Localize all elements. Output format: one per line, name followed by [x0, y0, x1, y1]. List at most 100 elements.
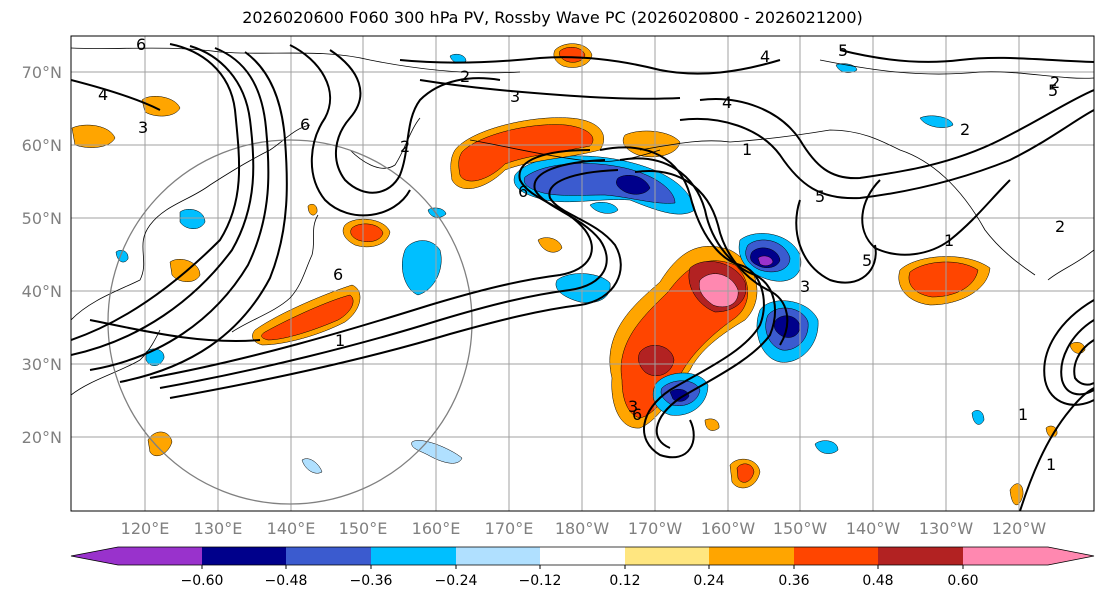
coastline-asia [71, 124, 311, 321]
positive-anomaly [622, 130, 681, 158]
latitude-labels: 20°N 30°N 40°N 50°N 60°N 70°N [22, 63, 62, 447]
positive-anomaly [141, 96, 181, 117]
negative-anomaly [919, 115, 954, 128]
pv-contour [399, 56, 781, 75]
contour-label: 2 [1055, 217, 1065, 236]
longitude-labels: 120°E 130°E 140°E 150°E 160°E 170°E 180°… [121, 519, 1047, 538]
negative-anomaly [589, 202, 619, 214]
lon-label: 170°E [485, 519, 534, 538]
contour-label: 4 [760, 47, 770, 66]
positive-anomaly [736, 463, 755, 483]
lon-label: 120°E [121, 519, 170, 538]
pv-contour [89, 319, 261, 342]
coastline-kamchatka [349, 117, 421, 169]
contour-label: 1 [335, 331, 345, 350]
positive-anomaly [704, 418, 720, 431]
contour-label: 2 [400, 137, 410, 156]
positive-anomaly [71, 124, 116, 148]
lon-label: 170°W [628, 519, 683, 538]
positive-anomaly [537, 237, 563, 253]
lat-label: 40°N [22, 282, 62, 301]
coastline-alaska [639, 129, 1036, 276]
contour-label: 3 [138, 118, 148, 137]
contour-label: 5 [862, 251, 872, 270]
contour-label: 5 [815, 187, 825, 206]
negative-anomaly [449, 53, 467, 64]
coastline-china [71, 329, 161, 396]
contour-label: 6 [632, 405, 642, 424]
pv-contour [1019, 387, 1094, 511]
map-frame [70, 35, 1095, 512]
pv-contour [839, 49, 1094, 63]
coastline-north-america [1047, 249, 1094, 281]
negative-anomaly [427, 207, 447, 218]
pv-contour [619, 157, 776, 449]
pv-contour [634, 170, 789, 346]
lon-label: 180°W [555, 519, 610, 538]
colorbar-tick-label: −0.60 [181, 573, 224, 589]
lon-label: 120°W [992, 519, 1047, 538]
contour-label: 1 [742, 140, 752, 159]
contour-label: 2 [960, 120, 970, 139]
contour-label: 3 [628, 397, 638, 416]
pv-contour [329, 49, 501, 194]
colorbar-bin [371, 547, 456, 565]
pv-contours [71, 43, 1094, 511]
lon-label: 150°W [773, 519, 828, 538]
contour-label: 4 [722, 93, 732, 112]
coastline-arctic [71, 47, 521, 74]
negative-anomaly [402, 240, 442, 296]
lon-label: 160°E [412, 519, 461, 538]
negative-anomaly [757, 255, 774, 266]
pv-contour [71, 43, 241, 341]
colorbar-tick-label: 0.36 [778, 573, 809, 589]
coastlines [71, 47, 1094, 396]
lat-label: 60°N [22, 136, 62, 155]
pv-contour [419, 79, 681, 100]
lon-label: 150°E [339, 519, 388, 538]
pv-contour [71, 45, 255, 356]
pv-contour [119, 51, 288, 383]
coastline-aleutians [469, 139, 661, 163]
contour-label: 6 [333, 265, 343, 284]
coastline-japan [231, 214, 319, 333]
positive-anomaly [1045, 425, 1058, 438]
lat-label: 50°N [22, 209, 62, 228]
pv-contour [169, 169, 622, 399]
colorbar-bin [71, 547, 202, 565]
pv-contour [795, 199, 877, 284]
positive-anomaly [261, 294, 354, 341]
colorbar-tick-label: −0.48 [265, 573, 308, 589]
colorbar-bin [878, 547, 963, 565]
range-circle [107, 139, 473, 505]
pv-contour [149, 149, 593, 379]
colorbar-bin [794, 547, 878, 565]
colorbar-tick-label: −0.12 [519, 573, 562, 589]
pv-contour [699, 89, 1094, 180]
contour-label: 6 [136, 35, 146, 54]
colorbar-bin [286, 547, 371, 565]
colorbar-tick-label: 0.48 [862, 573, 893, 589]
contour-labels: 6 2 3 4 3 6 2 6 6 1 4 5 2 1 5 5 2 3 6 1 … [98, 35, 1065, 474]
contour-label: 5 [1048, 81, 1058, 100]
contour-label: 3 [800, 277, 810, 296]
colorbar-outline [70, 546, 1095, 566]
positive-anomaly [307, 204, 318, 216]
pv-contour [159, 159, 608, 389]
colorbar-tick-label: −0.36 [350, 573, 393, 589]
contour-label: 4 [98, 85, 108, 104]
graticule [71, 36, 1094, 511]
lat-label: 70°N [22, 63, 62, 82]
colorbar: −0.60 −0.48 −0.36 −0.24 −0.12 0.12 0.24 0.36 0.4… [70, 546, 1095, 589]
colorbar-bin [709, 547, 794, 565]
pv-contour [289, 44, 411, 217]
contour-label: 2 [460, 67, 470, 86]
pv-contour [89, 47, 270, 371]
positive-anomaly [638, 345, 675, 376]
coastline-canada [819, 59, 1094, 79]
contour-label: 6 [518, 182, 528, 201]
pv-contour [861, 179, 1011, 256]
positive-anomaly [559, 47, 586, 63]
contour-label: 2 [1050, 73, 1060, 92]
